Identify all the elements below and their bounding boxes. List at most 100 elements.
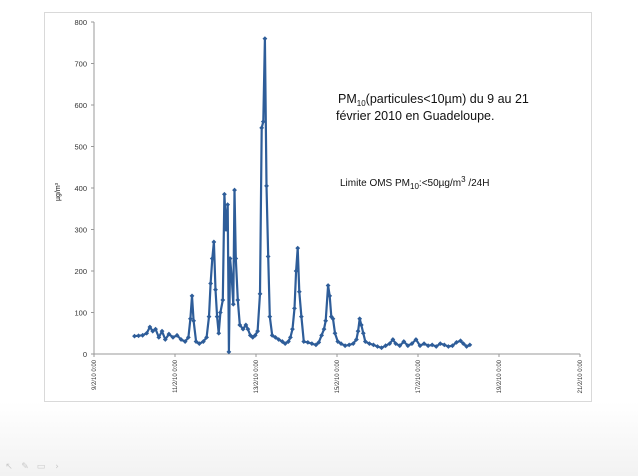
data-point [433, 344, 439, 349]
data-point [233, 256, 239, 261]
data-point [409, 341, 415, 347]
data-point [425, 343, 431, 349]
data-point [316, 339, 322, 345]
data-point [354, 337, 359, 342]
limit-subscript: 10 [410, 182, 419, 191]
y-axis-label: µg/m³ [55, 182, 62, 201]
data-point [276, 337, 282, 342]
x-tick-label: 15/2/10 0:00 [335, 359, 341, 393]
data-point [292, 305, 297, 311]
x-tick-label: 13/2/10 0:00 [254, 359, 260, 393]
data-point [467, 342, 473, 348]
data-point [260, 119, 266, 124]
data-point [360, 330, 366, 336]
data-point [367, 341, 372, 347]
data-point [209, 256, 215, 261]
data-point [265, 254, 271, 259]
data-point [464, 344, 469, 349]
data-point [240, 326, 246, 332]
y-tick-label: 600 [74, 101, 87, 110]
slide-toolbar: ↖ ✎ ▭ › [4, 462, 62, 474]
data-point [159, 328, 165, 334]
data-point [362, 339, 368, 344]
x-axis-ticks: 9/2/10 0:00 11/2/10 0:00 13/2/10 0:00 15/2/… [92, 354, 584, 393]
data-point [358, 322, 364, 328]
data-point [187, 316, 193, 322]
data-point [150, 328, 156, 334]
data-point [309, 341, 315, 347]
chart-title-line-2: février 2010 en Guadeloupe. [336, 109, 494, 123]
next-arrow-icon[interactable]: › [55, 462, 59, 472]
data-point [296, 289, 302, 295]
data-point [208, 281, 214, 286]
data-point [200, 339, 206, 344]
pen-icon[interactable]: ✎ [21, 462, 29, 472]
data-point [357, 316, 363, 322]
data-point [214, 314, 220, 320]
data-point [437, 341, 443, 347]
data-point [413, 337, 419, 342]
data-point [321, 326, 327, 332]
data-point [288, 335, 293, 340]
data-point [252, 332, 258, 338]
data-point [279, 339, 285, 344]
data-point [350, 341, 356, 347]
data-point [390, 337, 396, 342]
data-point [393, 341, 399, 347]
limit-text-2: :<50µg/m [419, 178, 461, 189]
data-point [182, 339, 188, 344]
y-axis-ticks: 0 100 200 300 400 500 600 700 800 [74, 18, 94, 359]
data-point [232, 187, 237, 193]
title-pm: PM [338, 92, 357, 106]
y-tick-label: 500 [74, 143, 87, 152]
data-point [429, 342, 435, 348]
slides-icon[interactable]: ▭ [36, 462, 46, 472]
data-point [220, 297, 226, 303]
y-tick-label: 0 [83, 350, 87, 359]
data-point [375, 344, 380, 349]
data-point [454, 339, 459, 345]
x-tick-label: 21/2/10 0:00 [578, 359, 584, 393]
data-point [295, 245, 301, 251]
data-point [327, 293, 333, 299]
data-point [298, 314, 304, 320]
x-tick-label: 19/2/10 0:00 [497, 359, 503, 393]
data-point [305, 339, 311, 345]
title-particles: (particules<10µm) du 9 au 21 [366, 92, 529, 106]
x-tick-label: 17/2/10 0:00 [416, 359, 422, 393]
y-tick-label: 300 [74, 226, 87, 235]
y-tick-label: 100 [74, 309, 87, 318]
pointer-icon[interactable]: ↖ [5, 462, 13, 472]
data-point [417, 343, 423, 349]
data-point [229, 274, 235, 280]
data-point [338, 341, 344, 347]
data-point [223, 227, 229, 232]
data-point [290, 326, 295, 332]
who-limit-annotation: Limite OMS PM10:<50µg/m3 /24H [340, 175, 489, 191]
data-point [147, 324, 153, 330]
data-point [332, 330, 338, 336]
data-point [293, 268, 299, 274]
limit-superscript: 3 [461, 175, 466, 184]
x-tick-label: 11/2/10 0:00 [173, 359, 179, 393]
data-point [140, 332, 145, 338]
data-point [162, 337, 168, 342]
data-point [441, 342, 447, 348]
data-point [217, 310, 223, 315]
data-point [144, 330, 150, 336]
data-point [371, 342, 376, 348]
chart-title-line-1: PM10(particules<10µm) du 9 au 21 [338, 92, 529, 108]
data-point [342, 343, 348, 349]
limit-text-1: Limite OMS PM [340, 178, 410, 189]
data-point [301, 339, 307, 344]
data-point [226, 349, 232, 355]
data-point [243, 322, 249, 328]
data-point [262, 36, 268, 41]
data-point [225, 202, 231, 207]
data-point [206, 314, 212, 320]
data-point [222, 191, 227, 197]
title-subscript: 10 [357, 99, 366, 108]
data-point [313, 342, 319, 348]
data-point [245, 326, 251, 332]
